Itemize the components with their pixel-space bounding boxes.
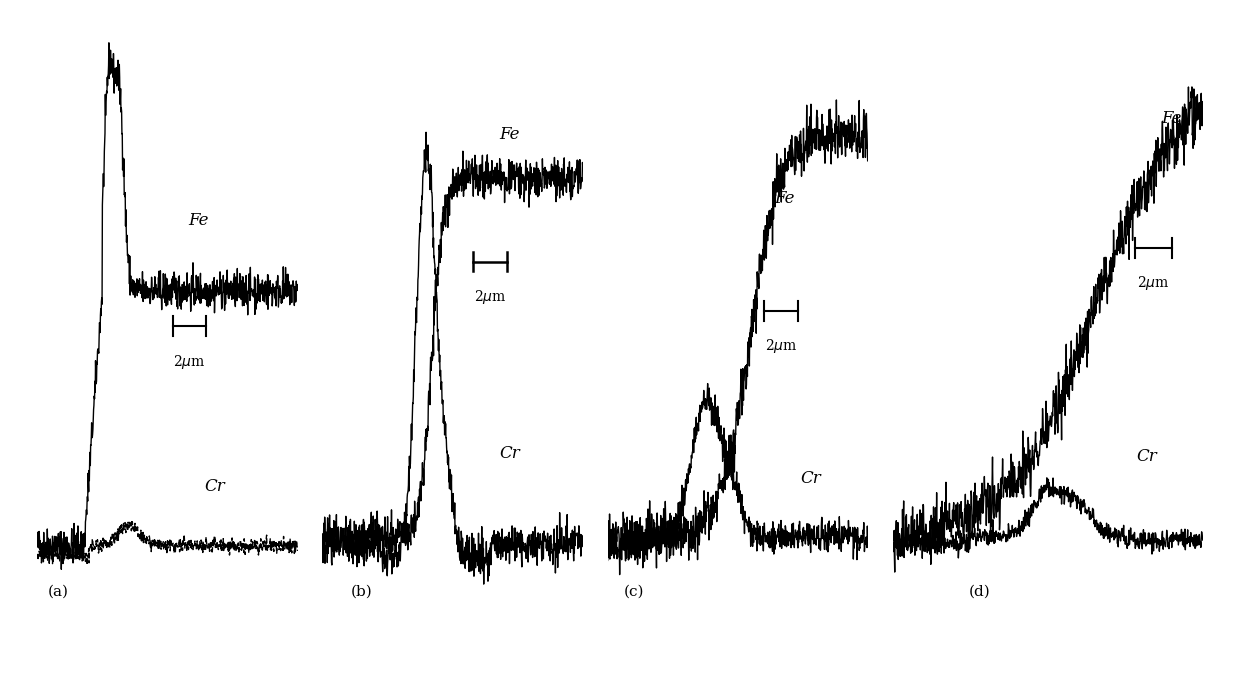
Text: (b): (b) xyxy=(351,585,372,599)
Text: (a): (a) xyxy=(47,585,68,599)
Text: 2$\mu$m: 2$\mu$m xyxy=(765,337,797,355)
Text: Fe: Fe xyxy=(500,126,520,143)
Text: 2$\mu$m: 2$\mu$m xyxy=(1137,274,1169,292)
Text: Cr: Cr xyxy=(500,446,521,462)
Text: 2$\mu$m: 2$\mu$m xyxy=(174,353,206,371)
Text: Cr: Cr xyxy=(800,470,821,487)
Text: Fe: Fe xyxy=(1162,110,1182,127)
Text: Cr: Cr xyxy=(1137,448,1157,465)
Text: Fe: Fe xyxy=(188,213,208,229)
Text: (c): (c) xyxy=(624,585,644,599)
Text: 2$\mu$m: 2$\mu$m xyxy=(474,288,507,306)
Text: (d): (d) xyxy=(968,585,991,599)
Text: Cr: Cr xyxy=(203,478,224,495)
Text: Fe: Fe xyxy=(775,190,795,207)
